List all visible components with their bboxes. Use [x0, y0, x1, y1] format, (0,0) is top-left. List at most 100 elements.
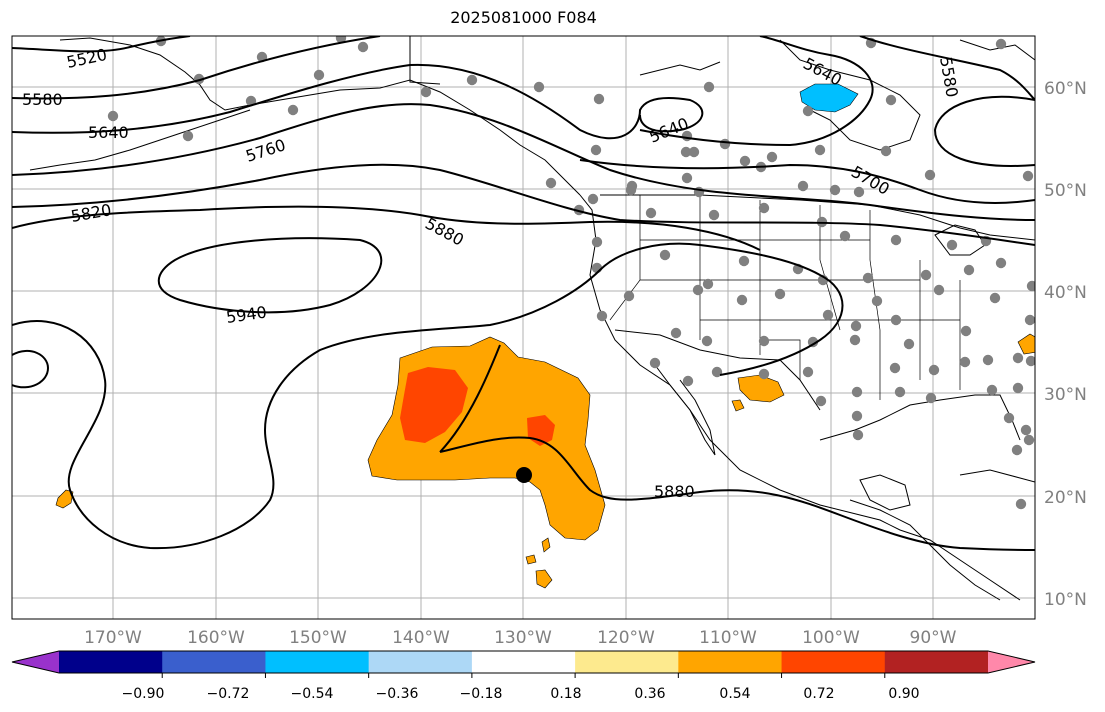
contour-5700: [579, 159, 1035, 204]
station-dot: [1024, 314, 1035, 326]
colorbar-segment: [678, 651, 783, 673]
red-anomaly-west: [400, 367, 468, 443]
colorbar-tick-6: 0.36: [634, 686, 665, 702]
station-dot: [822, 309, 834, 321]
station-dot: [849, 334, 861, 346]
station-dot: [649, 357, 661, 369]
station-dot: [986, 384, 998, 396]
gulf-coast: [819, 394, 1021, 441]
colorbar-tick-7: 0.54: [719, 686, 750, 702]
lon-label-130: 130°W: [494, 628, 552, 648]
station-dot: [590, 144, 602, 156]
state-line-11: [760, 339, 801, 380]
station-dot: [420, 86, 432, 98]
station-dot: [814, 144, 826, 156]
state-line-5: [869, 210, 881, 400]
contour-5880-south: [439, 344, 1035, 551]
station-dot: [645, 207, 657, 219]
contour-5880-main: [12, 205, 761, 251]
station-dot: [960, 325, 972, 337]
station-dot: [995, 38, 1007, 50]
lon-label-170: 170°W: [84, 628, 142, 648]
lat-label-50: 50°N: [1044, 181, 1087, 201]
station-dot: [924, 169, 936, 181]
station-dot: [774, 288, 786, 300]
station-dot: [182, 130, 194, 142]
station-dot: [851, 410, 863, 422]
graticule: [12, 36, 1035, 619]
center-marker: [516, 467, 532, 483]
station-dot: [889, 362, 901, 374]
orange-anomaly-hawaii-west: [55, 489, 74, 509]
latitude-labels: 60°N 50°N 40°N 30°N 20°N 10°N: [1044, 79, 1087, 610]
lat-label-30: 30°N: [1044, 385, 1087, 405]
station-dot: [802, 366, 814, 378]
station-dot: [989, 292, 1001, 304]
arctic-islands: [639, 61, 721, 76]
lat-label-40: 40°N: [1044, 283, 1087, 303]
station-dot: [853, 186, 865, 198]
contour-5640-east: [639, 36, 874, 147]
station-dot: [871, 295, 883, 307]
station-dot: [963, 264, 975, 276]
lon-label-160: 160°W: [187, 628, 245, 648]
colorbar-tick-3: −0.36: [376, 686, 419, 702]
station-dot: [890, 234, 902, 246]
station-dot: [466, 74, 478, 86]
hudson-bay: [779, 39, 921, 151]
station-dot: [703, 81, 715, 93]
station-dot: [1025, 355, 1035, 367]
station-dot: [623, 290, 635, 302]
baja-peninsula: [654, 364, 716, 456]
station-dot: [851, 386, 863, 398]
station-dot: [839, 230, 851, 242]
station-dot: [829, 184, 841, 196]
contour-label-2: 5580: [22, 90, 63, 109]
station-dot: [925, 392, 937, 404]
lon-label-140: 140°W: [392, 628, 450, 648]
station-dot: [738, 255, 750, 267]
lon-label-110: 110°W: [699, 628, 757, 648]
anomaly-shading: [55, 83, 1035, 589]
alaska-canada-border: [409, 36, 441, 85]
orange-anomaly-mexico-small: [731, 399, 745, 412]
station-dot: [802, 105, 814, 117]
colorbar-segment: [781, 651, 886, 673]
station-dot: [670, 327, 682, 339]
station-dot: [815, 395, 827, 407]
colorbar-segment: [162, 651, 266, 673]
station-dot: [682, 375, 694, 387]
colorbar-tick-8: 0.72: [803, 686, 834, 702]
contour-5940: [157, 237, 383, 314]
orange-anomaly-hawaii-2: [525, 554, 537, 565]
station-dot: [357, 41, 369, 53]
station-dot: [933, 284, 945, 296]
station-dot: [816, 216, 828, 228]
north-america-west-coast: [579, 194, 1021, 601]
contour-5580-ne: [933, 95, 1035, 167]
map-title: 2025081000 F084: [450, 8, 597, 27]
colorbar-segment: [471, 651, 576, 673]
station-dot: [625, 184, 637, 196]
station-dot: [959, 356, 971, 368]
station-dot: [688, 146, 700, 158]
station-dot: [982, 354, 994, 366]
colorbar-tick-0: −0.90: [122, 686, 165, 702]
station-dot: [702, 278, 714, 290]
station-dot: [758, 335, 770, 347]
contour-5520: [12, 36, 191, 53]
station-dot: [880, 145, 892, 157]
colorbar-tick-9: 0.90: [888, 686, 919, 702]
station-dot: [1023, 434, 1035, 446]
station-dot: [1026, 280, 1035, 292]
us-canada-border: [600, 194, 1035, 241]
station-dot: [681, 172, 693, 184]
colorbar-outline: [11, 650, 1036, 674]
station-dot: [692, 284, 704, 296]
height-contours: [12, 36, 1035, 551]
contour-5640: [12, 63, 704, 140]
aleutian-chain: [29, 109, 251, 171]
contour-5760: [12, 103, 1035, 221]
orange-anomaly-hawaii-3: [541, 537, 551, 553]
colorbar-extend-low: [12, 651, 59, 673]
